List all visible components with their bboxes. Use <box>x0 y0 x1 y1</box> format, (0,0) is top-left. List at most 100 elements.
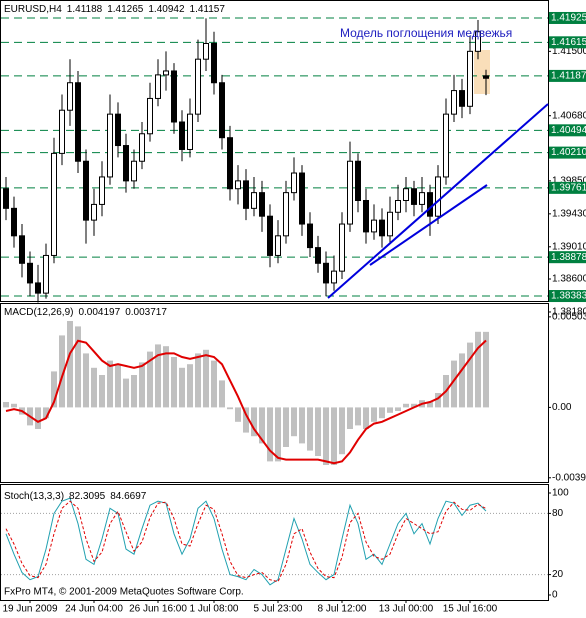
level-label: 1.38878 <box>551 252 586 263</box>
candle-body <box>435 176 441 217</box>
histogram-bar <box>283 407 289 447</box>
y-tick-label: 1.38180 <box>552 307 586 318</box>
candle-body <box>467 50 473 107</box>
histogram-bar <box>299 407 305 444</box>
candle-body <box>35 282 41 294</box>
candle-body <box>219 82 225 139</box>
candle-body <box>171 70 177 123</box>
footer: FxPro MT4, © 2001-2009 MetaQuotes Softwa… <box>4 587 244 598</box>
candle-body <box>411 188 417 205</box>
histogram-bar <box>339 407 345 455</box>
indicator-line <box>5 339 487 465</box>
candle-body <box>363 199 369 233</box>
histogram-bar <box>171 357 177 408</box>
candle-body <box>139 133 145 162</box>
histogram-bar <box>427 402 433 408</box>
histogram-bar <box>99 375 105 408</box>
histogram-bar <box>147 351 153 408</box>
histogram-bar <box>203 349 209 408</box>
histogram-bar <box>227 407 233 410</box>
histogram-bar <box>235 407 241 422</box>
candle-body <box>203 42 209 60</box>
y-tick-label: 0.00503 <box>552 312 586 323</box>
level-label: 1.40494 <box>551 125 586 136</box>
candle-body <box>275 235 281 256</box>
candle-body <box>315 247 321 264</box>
histogram-bar <box>459 353 465 408</box>
pattern-highlight <box>474 50 490 94</box>
candle-body <box>347 160 353 225</box>
candle-body <box>163 70 169 76</box>
candle-body <box>75 82 81 162</box>
title-part: 82.3095 <box>69 491 106 502</box>
candle-body <box>307 223 313 249</box>
candle-body <box>331 270 337 284</box>
candle-body <box>387 211 393 237</box>
annotation: Модель поглощения медвежья <box>340 26 512 40</box>
candle-body <box>187 113 193 150</box>
histogram-bar <box>483 331 489 408</box>
histogram-bar <box>451 360 457 408</box>
histogram-bar <box>403 403 409 408</box>
histogram-bar <box>155 344 161 408</box>
level-box <box>549 251 586 264</box>
x-tick-label: 19 Jun 2009 <box>2 604 57 615</box>
y-tick-label: 100 <box>552 488 569 499</box>
level-label: 1.41925 <box>551 13 586 24</box>
candle-body <box>235 180 241 190</box>
candle-body <box>283 192 289 237</box>
candle-body <box>259 192 265 217</box>
histogram-bar <box>315 407 321 456</box>
histogram-bar <box>179 367 185 408</box>
histogram-bar <box>163 346 169 408</box>
histogram-bar <box>219 380 225 408</box>
candle-body <box>483 75 489 79</box>
histogram-bar <box>187 364 193 408</box>
candle-body <box>107 113 113 178</box>
candle-body <box>459 90 465 107</box>
histogram-bar <box>131 375 137 408</box>
candle-body <box>371 219 377 233</box>
y-tick-label: 1.39010 <box>552 241 586 252</box>
histogram-bar <box>371 407 377 422</box>
level-label: 1.41615 <box>551 37 586 48</box>
histogram-bar <box>91 367 97 408</box>
candle-body <box>443 113 449 178</box>
histogram-bar <box>331 407 337 465</box>
histogram-bar <box>395 407 401 411</box>
histogram-bar <box>355 407 361 426</box>
candle-body <box>395 199 401 213</box>
histogram-bar <box>195 353 201 408</box>
candle-body <box>131 160 137 182</box>
y-tick-label: 1.39430 <box>552 208 586 219</box>
histogram-bar <box>115 364 121 408</box>
candle-body <box>3 188 9 209</box>
histogram-bar <box>291 407 297 437</box>
candle-body <box>291 172 297 194</box>
title-part: 1.41157 <box>190 4 226 15</box>
level-label: 1.39761 <box>551 182 586 193</box>
histogram-bar <box>75 326 81 408</box>
x-tick-label: 5 Jul 23:00 <box>254 604 303 615</box>
histogram-bar <box>51 371 57 408</box>
candle-body <box>115 113 121 147</box>
candle-body <box>19 235 25 264</box>
y-tick-label: -0.00391 <box>552 472 586 483</box>
level-box <box>549 36 586 49</box>
histogram-bar <box>11 403 17 408</box>
panel-title: MACD(12,26,9) 0.004197 0.003717 <box>4 307 167 318</box>
histogram-bar <box>3 402 9 408</box>
histogram-bar <box>107 360 113 408</box>
candle-body <box>475 31 481 52</box>
candle-body <box>403 188 409 201</box>
histogram-bar <box>67 321 73 408</box>
title-part: EURUSD,H4 <box>4 4 62 15</box>
candle-body <box>83 160 89 221</box>
y-tick-label: 20 <box>552 569 564 580</box>
y-tick-label: 1.40680 <box>552 110 586 121</box>
level-label: 1.41187 <box>551 71 586 82</box>
trend-line <box>327 103 549 299</box>
histogram-bar <box>267 407 273 462</box>
